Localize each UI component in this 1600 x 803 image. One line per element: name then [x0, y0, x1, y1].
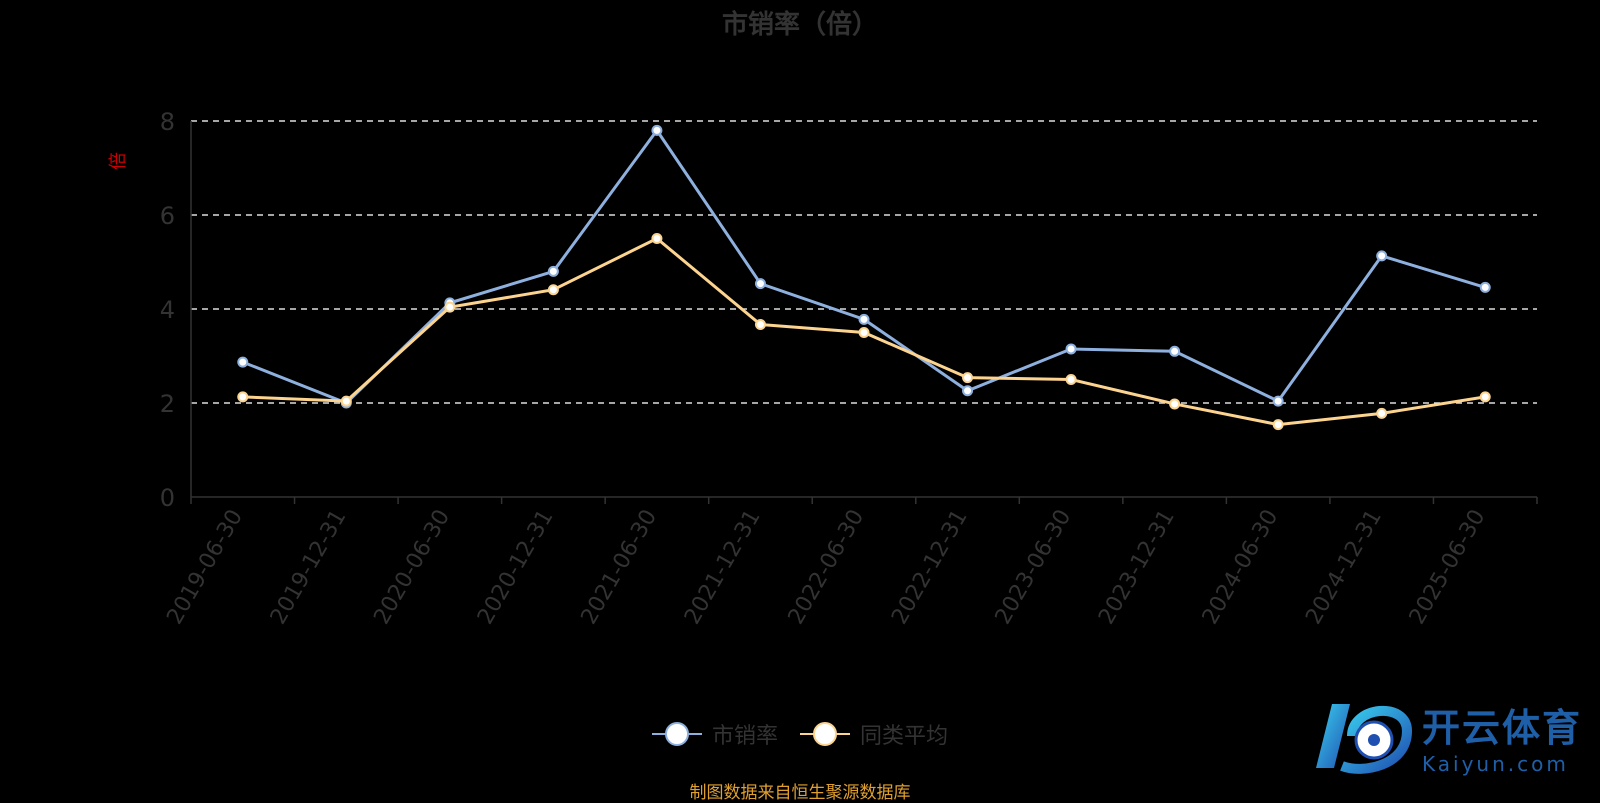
chart-title: 市销率（倍）: [721, 10, 878, 40]
data-point: [962, 385, 974, 397]
legend-marker-icon: [651, 722, 702, 746]
data-point: [1479, 391, 1491, 403]
data-point: [340, 395, 352, 407]
data-point: [1376, 407, 1388, 419]
x-tick-label: 2022-12-31: [887, 506, 973, 629]
legend-item-1[interactable]: 同类平均: [800, 718, 948, 750]
watermark-en: Kaiyun.com: [1422, 751, 1569, 776]
legend: 市销率 同类平均: [0, 718, 1600, 750]
x-tick-label: 2021-06-30: [577, 506, 663, 629]
data-point: [858, 327, 870, 338]
x-tick-label: 2024-06-30: [1198, 506, 1284, 629]
data-point: [547, 265, 559, 277]
data-point: [237, 391, 249, 403]
data-source-note: 制图数据来自恒生聚源数据库: [689, 783, 911, 803]
x-tick-label: 2023-06-30: [991, 506, 1077, 629]
legend-item-0[interactable]: 市销率: [651, 718, 778, 750]
y-tick-label: 2: [160, 390, 175, 418]
watermark-logo: 开云体育 Kaiyun.com: [1312, 696, 1582, 776]
data-point: [1376, 250, 1388, 262]
data-point: [444, 301, 456, 313]
data-point: [962, 372, 974, 384]
x-tick-label: 2021-12-31: [680, 506, 766, 629]
data-point: [1065, 343, 1077, 355]
y-axis-name: 倍: [108, 152, 129, 170]
x-tick-label: 2019-12-31: [266, 506, 352, 629]
data-point: [651, 233, 663, 244]
x-tick-label: 2020-12-31: [473, 506, 559, 629]
legend-marker-icon: [800, 722, 850, 746]
legend-label: 同类平均: [860, 724, 949, 749]
soccer-ball-logo-icon: [1316, 704, 1412, 774]
y-tick-label: 4: [160, 296, 175, 324]
data-point: [1065, 374, 1077, 385]
data-point: [547, 284, 559, 296]
data-point: [1169, 345, 1181, 357]
x-tick-label: 2024-12-31: [1301, 506, 1387, 629]
x-tick-label: 2023-12-31: [1094, 506, 1180, 629]
legend-label: 市销率: [711, 724, 778, 749]
x-tick-label: 2025-06-30: [1405, 506, 1491, 629]
data-point: [237, 356, 249, 368]
x-tick-label: 2019-06-30: [162, 506, 248, 629]
data-point: [754, 278, 766, 290]
x-tick-label: 2020-06-30: [369, 506, 455, 629]
data-point: [754, 319, 766, 331]
data-point: [1272, 419, 1284, 431]
data-point: [858, 313, 870, 325]
y-tick-label: 8: [160, 108, 175, 136]
data-point: [1479, 281, 1491, 293]
y-tick-label: 0: [160, 484, 175, 512]
x-tick-label: 2022-06-30: [784, 506, 870, 629]
data-point: [1169, 398, 1181, 410]
data-point: [651, 124, 663, 136]
watermark-cn: 开云体育: [1422, 705, 1583, 750]
data-point: [1272, 395, 1284, 407]
series-line-0: [242, 127, 1486, 405]
y-tick-label: 6: [160, 202, 175, 230]
